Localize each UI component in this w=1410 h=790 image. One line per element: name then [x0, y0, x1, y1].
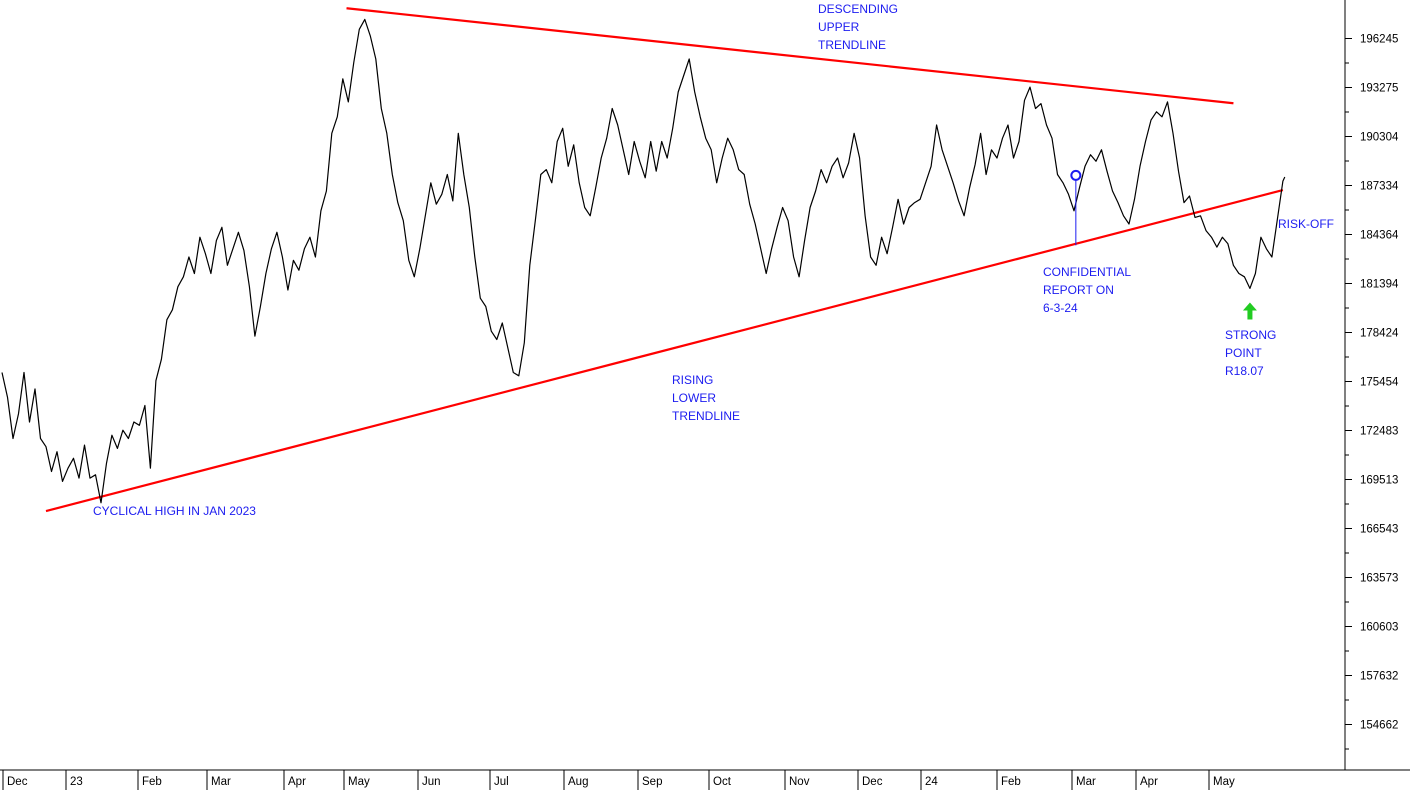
x-tick-label: Mar [1076, 776, 1096, 788]
trendline [346, 7, 1234, 105]
y-tick-label: 163573 [1360, 572, 1398, 584]
x-tick-label: Nov [789, 776, 810, 788]
y-tick-label: 160603 [1360, 621, 1398, 633]
x-tick-label: Jul [494, 776, 509, 788]
annotation-line: REPORT ON [1043, 283, 1114, 297]
x-tick-label: Dec [862, 776, 883, 788]
x-axis: Dec 23 Feb Mar Apr May Jun Jul Aug Sep Oct Nov Dec 24… [2, 770, 1235, 790]
x-tick-label: May [1213, 776, 1235, 788]
y-tick-label: 196245 [1360, 34, 1398, 46]
y-tick-label: 157632 [1360, 671, 1398, 683]
y-tick-label: 166543 [1360, 524, 1398, 536]
x-tick-label: Apr [288, 776, 306, 788]
annotation-descending-upper-trendline: DESCENDING UPPER TRENDLINE [818, 2, 898, 52]
x-tick-label: Feb [1001, 776, 1021, 788]
annotation-line: RISK-OFF [1278, 217, 1334, 231]
x-tick-label: Mar [211, 776, 231, 788]
annotation-line: 6-3-24 [1043, 301, 1078, 315]
annotation-line: CONFIDENTIAL [1043, 265, 1131, 279]
annotation-line: RISING [672, 373, 713, 387]
trendlines [45, 7, 1284, 513]
y-tick-label: 172483 [1360, 426, 1398, 438]
y-axis: 196245 193275 190304 187334 184364 181394 1784… [1345, 34, 1399, 750]
x-tick-label: Jun [422, 776, 441, 788]
annotation-line: STRONG [1225, 328, 1276, 342]
annotation-confidential-report: CONFIDENTIAL REPORT ON 6-3-24 [1043, 265, 1131, 315]
annotation-line: DESCENDING [818, 2, 898, 16]
y-tick-label: 193275 [1360, 82, 1398, 94]
annotation-line: CYCLICAL HIGH IN JAN 2023 [93, 504, 256, 518]
annotation-line: R18.07 [1225, 364, 1264, 378]
x-tick-label: Apr [1140, 776, 1158, 788]
x-tick-label: Dec [7, 776, 28, 788]
annotation-line: UPPER [818, 20, 860, 34]
annotation-rising-lower-trendline: RISING LOWER TRENDLINE [672, 373, 740, 423]
annotation-line: LOWER [672, 391, 716, 405]
x-tick-label: May [348, 776, 370, 788]
trendline [45, 188, 1284, 513]
y-tick-label: 175454 [1360, 376, 1399, 388]
price-series-line [1, 18, 1286, 504]
annotation-line: TRENDLINE [818, 38, 886, 52]
x-tick-label: Aug [568, 776, 588, 788]
up-arrow-icon [1242, 302, 1257, 320]
x-tick-label: Sep [642, 776, 662, 788]
y-tick-label: 187334 [1360, 181, 1399, 193]
markers [1070, 169, 1257, 320]
y-tick-label: 181394 [1360, 279, 1399, 291]
series-group [1, 18, 1286, 504]
y-tick-label: 184364 [1360, 230, 1399, 242]
annotation-risk-off: RISK-OFF [1278, 217, 1334, 231]
annotation-strong-point: STRONG POINT R18.07 [1225, 328, 1276, 378]
x-tick-label: Oct [713, 776, 732, 788]
x-tick-label: Feb [142, 776, 162, 788]
annotation-cyclical-high: CYCLICAL HIGH IN JAN 2023 [93, 504, 256, 518]
x-tick-label: 23 [70, 776, 83, 788]
annotation-line: TRENDLINE [672, 409, 740, 423]
annotation-line: POINT [1225, 346, 1262, 360]
report-circle-marker [1070, 169, 1082, 181]
y-tick-label: 169513 [1360, 475, 1398, 487]
y-tick-label: 154662 [1360, 720, 1398, 732]
y-tick-label: 190304 [1360, 132, 1399, 144]
y-tick-label: 178424 [1360, 327, 1399, 339]
x-tick-label: 24 [925, 776, 938, 788]
